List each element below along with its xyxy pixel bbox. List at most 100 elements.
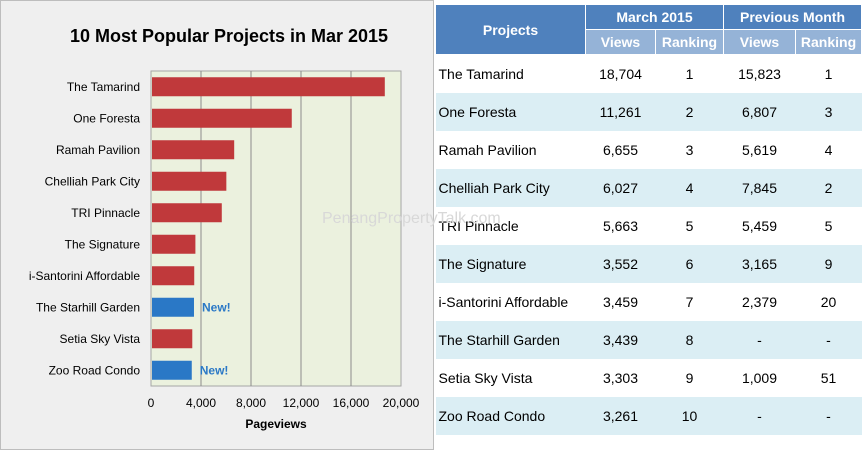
prev-ranking-cell: 51 xyxy=(795,359,862,397)
x-tick-label: 12,000 xyxy=(283,396,320,410)
prev-views-cell: 15,823 xyxy=(723,54,796,93)
chart-title: 10 Most Popular Projects in Mar 2015 xyxy=(70,26,388,46)
prev-views-cell: 7,845 xyxy=(723,169,796,207)
header-prev-ranking: Ranking xyxy=(794,29,863,55)
views-cell: 5,663 xyxy=(585,207,656,245)
views-cell: 3,552 xyxy=(585,245,656,283)
ranking-cell: 10 xyxy=(655,397,724,435)
table-row: One Foresta 11,261 2 6,807 3 xyxy=(435,93,862,131)
header-ranking: Ranking xyxy=(655,29,724,55)
x-tick-label: 8,000 xyxy=(236,396,266,410)
header-views: Views xyxy=(585,29,656,55)
ranking-cell: 3 xyxy=(655,131,724,169)
prev-views-cell: 1,009 xyxy=(723,359,796,397)
category-label: Zoo Road Condo xyxy=(49,363,141,377)
project-name-cell: One Foresta xyxy=(435,93,586,131)
bar xyxy=(152,108,292,128)
prev-ranking-cell: 3 xyxy=(795,93,862,131)
table-row: i-Santorini Affordable 3,459 7 2,379 20 xyxy=(435,283,862,321)
project-name-cell: Ramah Pavilion xyxy=(435,131,586,169)
table-row: Ramah Pavilion 6,655 3 5,619 4 xyxy=(435,131,862,169)
prev-ranking-cell: 4 xyxy=(795,131,862,169)
category-label: Chelliah Park City xyxy=(45,174,140,188)
chart-panel: 10 Most Popular Projects in Mar 2015 The… xyxy=(0,0,434,450)
prev-views-cell: 5,619 xyxy=(723,131,796,169)
views-cell: 3,261 xyxy=(585,397,656,435)
views-cell: 11,261 xyxy=(585,93,656,131)
project-name-cell: i-Santorini Affordable xyxy=(435,283,586,321)
bar xyxy=(152,203,222,223)
table-row: The Signature 3,552 6 3,165 9 xyxy=(435,245,862,283)
views-cell: 3,303 xyxy=(585,359,656,397)
x-tick-label: 20,000 xyxy=(383,396,420,410)
bar xyxy=(152,77,385,97)
category-label: Setia Sky Vista xyxy=(60,332,141,346)
table-row: The Starhill Garden 3,439 8- - xyxy=(435,321,862,359)
ranking-cell: 6 xyxy=(655,245,724,283)
project-name-cell: Zoo Road Condo xyxy=(435,397,586,435)
bar xyxy=(152,171,227,191)
category-label: i-Santorini Affordable xyxy=(29,269,141,283)
x-axis-label: Pageviews xyxy=(245,417,307,431)
bar xyxy=(152,360,192,380)
header-prev-views: Views xyxy=(723,29,796,55)
bar-chart: 10 Most Popular Projects in Mar 2015 The… xyxy=(29,26,420,431)
x-tick-label: 16,000 xyxy=(333,396,370,410)
views-cell: 6,027 xyxy=(585,169,656,207)
prev-ranking-cell: - xyxy=(795,321,862,359)
views-cell: 6,655 xyxy=(585,131,656,169)
table-panel: Projects March 2015 Previous Month Views… xyxy=(435,4,863,435)
category-label: The Starhill Garden xyxy=(36,300,140,314)
x-tick-label: 4,000 xyxy=(186,396,216,410)
ranking-cell: 2 xyxy=(655,93,724,131)
project-name-cell: TRI Pinnacle xyxy=(435,207,586,245)
bar xyxy=(152,266,195,286)
prev-views-cell: 6,807 xyxy=(723,93,796,131)
prev-ranking-cell: 20 xyxy=(795,283,862,321)
prev-ranking-cell: 9 xyxy=(795,245,862,283)
ranking-cell: 7 xyxy=(655,283,724,321)
table-row: Chelliah Park City 6,027 4 7,845 2 xyxy=(435,169,862,207)
table-row: Zoo Road Condo 3,261 10- - xyxy=(435,397,862,435)
bar xyxy=(152,329,193,349)
table-row: TRI Pinnacle 5,663 5 5,459 5 xyxy=(435,207,862,245)
views-cell: 3,459 xyxy=(585,283,656,321)
project-name-cell: The Tamarind xyxy=(435,54,586,93)
projects-table: Projects March 2015 Previous Month Views… xyxy=(435,4,863,435)
views-cell: 3,439 xyxy=(585,321,656,359)
category-label: The Signature xyxy=(65,237,141,251)
bar xyxy=(152,234,196,254)
project-name-cell: Chelliah Park City xyxy=(435,169,586,207)
ranking-cell: 1 xyxy=(655,54,724,93)
ranking-cell: 4 xyxy=(655,169,724,207)
bar xyxy=(152,140,235,160)
x-tick-label: 0 xyxy=(148,396,155,410)
table-row: Setia Sky Vista 3,303 9 1,009 51 xyxy=(435,359,862,397)
ranking-cell: 5 xyxy=(655,207,724,245)
views-cell: 18,704 xyxy=(585,54,656,93)
prev-views-cell: 2,379 xyxy=(723,283,796,321)
prev-ranking-cell: 1 xyxy=(795,54,862,93)
project-name-cell: The Signature xyxy=(435,245,586,283)
category-label: Ramah Pavilion xyxy=(56,143,140,157)
header-projects: Projects xyxy=(435,4,586,55)
category-label: The Tamarind xyxy=(67,80,140,94)
prev-views-cell: - xyxy=(723,321,796,359)
ranking-cell: 8 xyxy=(655,321,724,359)
prev-views-cell: 5,459 xyxy=(723,207,796,245)
ranking-cell: 9 xyxy=(655,359,724,397)
bar xyxy=(152,297,194,317)
prev-ranking-cell: 5 xyxy=(795,207,862,245)
project-name-cell: The Starhill Garden xyxy=(435,321,586,359)
table-row: The Tamarind 18,704 1 15,823 1 xyxy=(435,54,862,93)
header-previous-month: Previous Month xyxy=(722,4,863,30)
header-march-2015: March 2015 xyxy=(585,4,724,30)
prev-ranking-cell: - xyxy=(795,397,862,435)
category-label: TRI Pinnacle xyxy=(71,206,140,220)
project-name-cell: Setia Sky Vista xyxy=(435,359,586,397)
new-badge: New! xyxy=(200,363,229,377)
prev-views-cell: - xyxy=(723,397,796,435)
prev-views-cell: 3,165 xyxy=(723,245,796,283)
prev-ranking-cell: 2 xyxy=(795,169,862,207)
new-badge: New! xyxy=(202,300,231,314)
